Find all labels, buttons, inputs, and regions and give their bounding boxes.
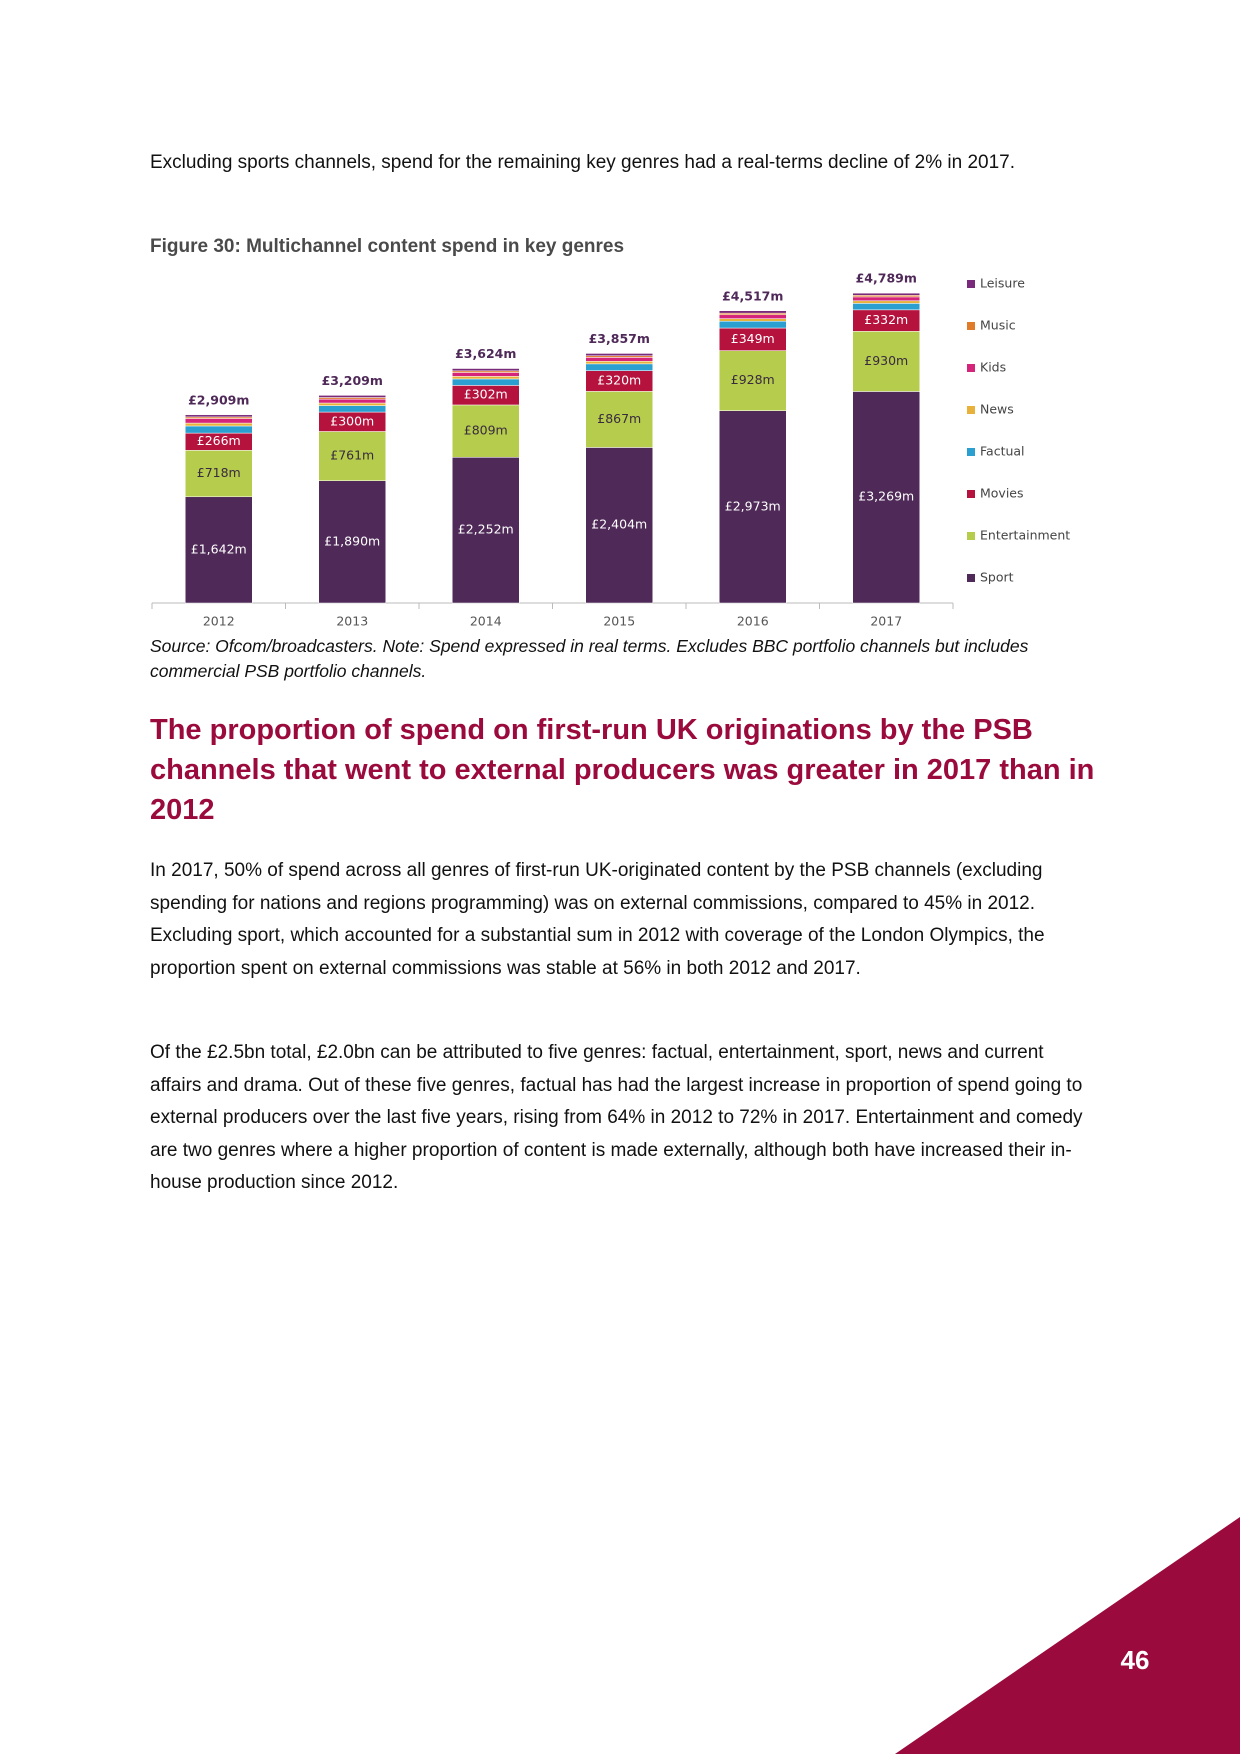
data-label: £761m	[330, 448, 374, 463]
bar-segment	[585, 357, 653, 362]
data-label: £320m	[597, 373, 641, 388]
data-label: £266m	[197, 433, 241, 448]
chart: 2012 £1,642m £718m £266m £2,909m 2013 £1,890m £…	[151, 271, 1070, 629]
x-tick-label: 2013	[336, 614, 368, 629]
bar-segment	[185, 414, 253, 418]
legend-swatch	[967, 574, 975, 582]
bar-segment	[852, 296, 920, 302]
bar-segment	[452, 457, 520, 604]
data-label: £867m	[597, 411, 641, 426]
data-label: £718m	[197, 465, 241, 480]
bar-segment	[852, 300, 920, 304]
data-label: £1,642m	[191, 541, 247, 556]
bar-segment	[452, 404, 520, 458]
data-label: £930m	[864, 353, 908, 368]
bar-segment	[719, 318, 787, 322]
bar-segment	[318, 402, 386, 406]
bar-segment	[318, 395, 386, 398]
x-tick-label: 2017	[870, 614, 902, 629]
total-label: £4,789m	[856, 271, 917, 286]
bar-segment	[585, 361, 653, 365]
legend-swatch	[967, 364, 975, 372]
intro: Excluding sports channels, spend for the…	[150, 152, 1015, 173]
bar-segment	[318, 480, 386, 604]
bar-segment	[852, 391, 920, 604]
data-label: £1,890m	[324, 533, 380, 548]
legend-label: News	[980, 402, 1014, 417]
legend-label: Leisure	[980, 276, 1025, 291]
bar-segment	[719, 314, 787, 319]
total-label: £4,517m	[722, 288, 783, 303]
legend-label: Kids	[980, 360, 1006, 375]
data-label: £809m	[464, 423, 508, 438]
legend-label: Factual	[980, 444, 1025, 459]
figure-title: Figure 30: Multichannel content spend in…	[150, 236, 625, 257]
legend-label: Sport	[980, 570, 1014, 585]
bar-segment	[719, 350, 787, 411]
data-label: £332m	[864, 312, 908, 327]
bar-segment	[452, 368, 520, 372]
x-tick-label: 2015	[603, 614, 635, 629]
bar-segment	[452, 372, 520, 377]
bar-segment	[452, 378, 520, 386]
data-label: £3,269m	[858, 489, 914, 504]
footer-triangle	[895, 1517, 1240, 1754]
data-label: £302m	[464, 387, 508, 402]
legend-swatch	[967, 322, 975, 330]
data-label: £2,252m	[458, 522, 514, 537]
bar-segment	[719, 310, 787, 314]
bar-segment	[719, 320, 787, 329]
total-label: £3,857m	[589, 331, 650, 346]
data-label: £2,404m	[591, 517, 647, 532]
bar-segment	[185, 418, 253, 424]
page-number: 46	[1120, 1645, 1150, 1675]
legend-swatch	[967, 532, 975, 540]
bar-segment	[185, 496, 253, 604]
bar-segment	[318, 398, 386, 404]
bar-segment	[852, 331, 920, 392]
bar-segment	[585, 447, 653, 604]
legend-label: Movies	[980, 486, 1024, 501]
total-label: £3,209m	[322, 373, 383, 388]
x-tick-label: 2012	[203, 614, 235, 629]
bar-segment	[852, 292, 920, 296]
data-label: £928m	[731, 372, 775, 387]
bar-segment	[318, 405, 386, 413]
bar-segment	[585, 363, 653, 371]
legend-label: Entertainment	[980, 528, 1070, 543]
legend-swatch	[967, 280, 975, 288]
section-heading: The proportion of spend on first-run UK …	[150, 714, 1095, 826]
paragraph: Of the £2.5bn total, £2.0bn can be attri…	[150, 1042, 1083, 1193]
bar-segment	[318, 431, 386, 481]
legend-swatch	[967, 448, 975, 456]
bar-segment	[185, 422, 253, 427]
data-label: £2,973m	[725, 498, 781, 513]
bar-segment	[185, 425, 253, 434]
paragraph: In 2017, 50% of spend across all genres …	[150, 860, 1045, 979]
total-label: £2,909m	[188, 392, 249, 407]
bar-segment	[719, 410, 787, 604]
bar-segment	[852, 303, 920, 311]
bar-segment	[585, 353, 653, 357]
source-note: Source: Ofcom/broadcasters. Note: Spend …	[150, 636, 1029, 681]
data-label: £300m	[330, 413, 374, 428]
bar-segment	[452, 376, 520, 380]
legend-label: Music	[980, 318, 1016, 333]
bar-segment	[185, 450, 253, 498]
x-tick-label: 2014	[470, 614, 502, 629]
legend-swatch	[967, 406, 975, 414]
total-label: £3,624m	[455, 346, 516, 361]
legend-swatch	[967, 490, 975, 498]
data-label: £349m	[731, 331, 775, 346]
x-tick-label: 2016	[737, 614, 769, 629]
